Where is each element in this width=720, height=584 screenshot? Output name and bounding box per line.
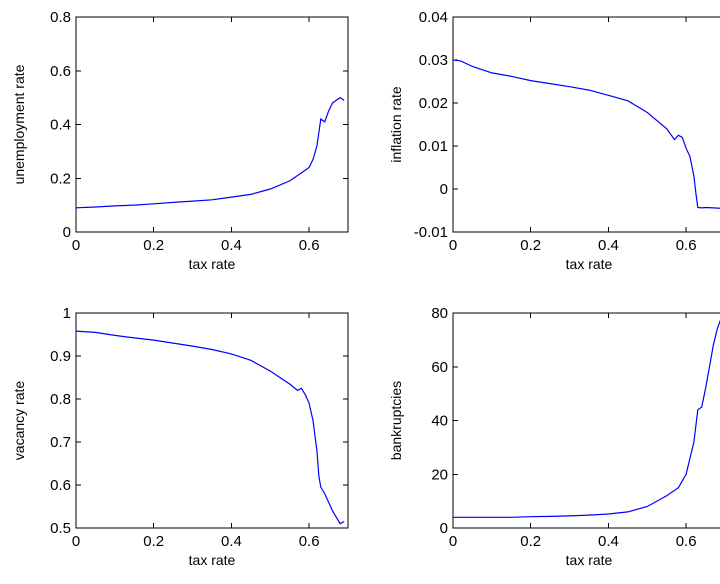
plot-frame bbox=[75, 312, 349, 529]
x-tick-label: 0.4 bbox=[598, 237, 619, 254]
y-tick-label: 0.01 bbox=[419, 138, 448, 155]
y-tick-label: 20 bbox=[431, 466, 448, 483]
y-tick-label: 60 bbox=[431, 359, 448, 376]
x-tick-label: 0.2 bbox=[143, 533, 164, 550]
y-tick-label: 0 bbox=[63, 224, 71, 241]
x-tick-label: 0.2 bbox=[520, 533, 541, 550]
y-tick-label: 0.02 bbox=[419, 95, 448, 112]
y-tick-label: 0.5 bbox=[50, 520, 71, 537]
y-axis-title: vacancy rate bbox=[11, 381, 27, 461]
y-tick-label: 0.7 bbox=[50, 434, 71, 451]
x-tick-label: 0.4 bbox=[221, 237, 242, 254]
y-tick-label: 0.4 bbox=[50, 117, 71, 134]
y-tick-label: 0 bbox=[440, 181, 448, 198]
y-tick-label: 0.8 bbox=[50, 391, 71, 408]
y-axis-title: unemployment rate bbox=[11, 64, 27, 184]
x-tick-label: 0.2 bbox=[143, 237, 164, 254]
subplot-1: 0 0.2 0.4 0.6 0 0.2 0.4 0.6 0.8 tax rate unemploym… bbox=[11, 9, 349, 272]
x-axis-title: tax rate bbox=[566, 256, 613, 272]
series-line bbox=[453, 59, 720, 209]
x-tick-label: 0 bbox=[72, 237, 80, 254]
series-line bbox=[76, 330, 345, 525]
y-tick-label: 0.03 bbox=[419, 52, 448, 69]
x-axis-title: tax rate bbox=[189, 256, 236, 272]
y-tick-label: 0.8 bbox=[50, 9, 71, 26]
series-line bbox=[76, 96, 345, 209]
x-tick-label: 0.6 bbox=[299, 237, 320, 254]
y-tick-label: -0.01 bbox=[414, 224, 448, 241]
x-axis-title: tax rate bbox=[566, 552, 613, 568]
x-tick-label: 0.6 bbox=[299, 533, 320, 550]
x-tick-label: 0.2 bbox=[520, 237, 541, 254]
subplot-3: 0 0.2 0.4 0.6 0.5 0.6 0.7 0.8 0.9 1 tax rate vacanc… bbox=[11, 305, 349, 568]
x-tick-label: 0.4 bbox=[598, 533, 619, 550]
plot-frame bbox=[452, 312, 720, 529]
y-tick-label: 0.6 bbox=[50, 477, 71, 494]
y-tick-label: 0.2 bbox=[50, 170, 71, 187]
y-tick-label: 40 bbox=[431, 413, 448, 430]
x-tick-label: 0 bbox=[72, 533, 80, 550]
plot-frame bbox=[75, 16, 349, 233]
x-tick-label: 0.4 bbox=[221, 533, 242, 550]
y-tick-label: 80 bbox=[431, 305, 448, 322]
subplot-4: 0 0.2 0.4 0.6 0 20 40 60 80 tax rate bankruptcies bbox=[388, 305, 720, 568]
x-tick-label: 0.6 bbox=[676, 237, 697, 254]
x-tick-label: 0.6 bbox=[676, 533, 697, 550]
y-tick-label: 0.9 bbox=[50, 348, 71, 365]
x-tick-label: 0 bbox=[449, 237, 457, 254]
plot-frame bbox=[452, 16, 720, 233]
y-tick-label: 0.04 bbox=[419, 9, 448, 26]
y-tick-label: 0.6 bbox=[50, 63, 71, 80]
x-tick-label: 0 bbox=[449, 533, 457, 550]
y-axis-title: inflation rate bbox=[388, 86, 404, 162]
y-tick-label: 1 bbox=[63, 305, 71, 322]
y-axis-title: bankruptcies bbox=[388, 381, 404, 460]
x-axis-title: tax rate bbox=[189, 552, 236, 568]
series-line bbox=[453, 319, 720, 518]
y-tick-label: 0 bbox=[440, 520, 448, 537]
